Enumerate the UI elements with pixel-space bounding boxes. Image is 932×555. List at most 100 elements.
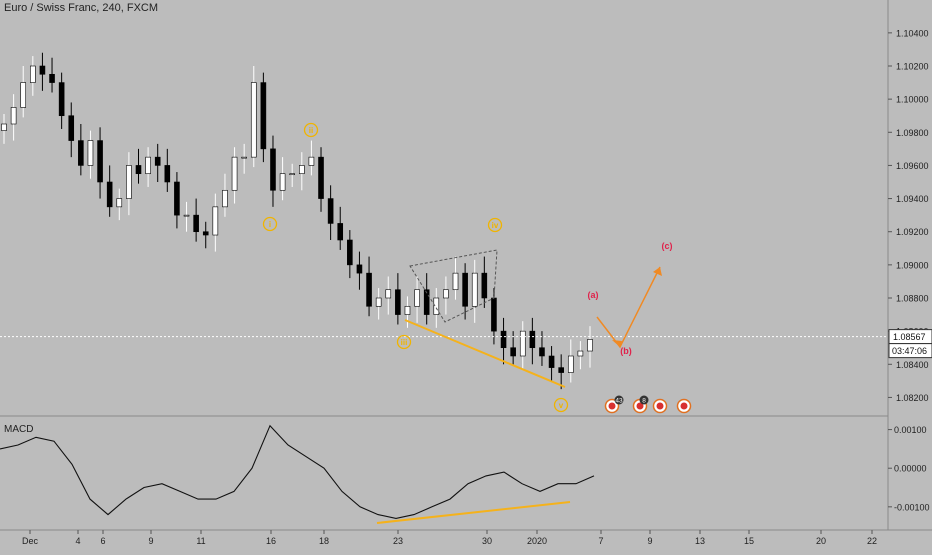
candle-body xyxy=(481,272,488,299)
candle-body xyxy=(539,347,545,357)
price-divergence-line xyxy=(404,319,566,388)
chart-title: Euro / Swiss Franc, 240, FXCM xyxy=(4,2,159,14)
candle-body xyxy=(289,173,295,176)
candle-body xyxy=(433,297,440,315)
time-tick-label: 22 xyxy=(867,536,877,546)
candle-body xyxy=(356,264,363,274)
time-tick-label: 23 xyxy=(393,536,403,546)
projection-arrow-c xyxy=(653,267,662,276)
candle-body xyxy=(58,82,65,117)
wave-label: v xyxy=(559,401,564,410)
candle-body xyxy=(231,156,238,191)
event-flag-inner-icon xyxy=(680,402,688,410)
projection-arrow-b xyxy=(612,340,622,347)
price-tick-label: 1.09600 xyxy=(896,161,929,171)
candle-body xyxy=(366,272,372,307)
price-tick-label: 1.10200 xyxy=(896,62,929,72)
candle-body xyxy=(135,165,142,175)
abc-wave-label: (c) xyxy=(662,241,673,251)
macd-line xyxy=(0,424,595,519)
time-tick-label: 6 xyxy=(100,536,105,546)
macd-divergence-line xyxy=(376,501,571,524)
candle-body xyxy=(154,156,161,166)
time-tick-label: 15 xyxy=(744,536,754,546)
time-tick-label: 2020 xyxy=(527,536,547,546)
candle-body xyxy=(327,198,334,224)
candle-body xyxy=(519,330,526,357)
candle-body xyxy=(164,165,171,183)
candle-body xyxy=(587,339,593,352)
macd-tick-label: -0.00100 xyxy=(894,502,930,512)
time-scale: Dec 4 6 9 11 16 18 23 30 2020 7 9 13 15 20 22 xyxy=(22,530,877,546)
candle-body xyxy=(443,289,449,299)
event-count-label: 43 xyxy=(615,398,623,405)
macd-tick-label: 0.00000 xyxy=(894,464,927,474)
event-flag-inner-icon xyxy=(656,402,664,410)
time-tick-label: 13 xyxy=(695,536,705,546)
wave-circle xyxy=(487,217,503,233)
candle-body xyxy=(375,297,382,307)
price-tick-label: 1.09200 xyxy=(896,227,929,237)
candle-body xyxy=(212,206,219,236)
wave-circle xyxy=(396,334,412,350)
candle-body xyxy=(462,272,468,307)
candle-body xyxy=(241,156,247,159)
candle-body xyxy=(279,173,286,191)
macd-layer xyxy=(0,424,595,519)
candle-body xyxy=(318,156,324,199)
candle-body xyxy=(106,181,113,208)
candle-body xyxy=(183,214,190,217)
price-tick-label: 1.10400 xyxy=(896,28,929,38)
event-count-label: 8 xyxy=(642,398,646,405)
time-tick-label: Dec xyxy=(22,536,39,546)
candle-body xyxy=(299,165,305,175)
price-tick-label: 1.09000 xyxy=(896,260,929,270)
time-tick-label: 16 xyxy=(266,536,276,546)
candle-body xyxy=(116,198,123,208)
candle-body xyxy=(193,214,199,233)
time-tick-label: 4 xyxy=(75,536,80,546)
price-tick-label: 1.10000 xyxy=(896,95,929,105)
candle-body xyxy=(452,272,459,291)
candle-body xyxy=(471,272,478,307)
wave-circle xyxy=(262,216,278,232)
time-tick-label: 9 xyxy=(148,536,153,546)
event-count-badge xyxy=(639,395,649,405)
wave-circle xyxy=(303,122,319,138)
countdown-box xyxy=(888,343,932,359)
time-tick-label: 20 xyxy=(816,536,826,546)
candle-body xyxy=(510,347,516,357)
price-tick-label: 1.09800 xyxy=(896,128,929,138)
candle-body xyxy=(308,156,315,166)
candle-body xyxy=(500,330,507,349)
price-tick-label: 1.09400 xyxy=(896,194,929,204)
candle-body xyxy=(385,289,392,299)
time-tick-label: 9 xyxy=(647,536,652,546)
wave-label: iv xyxy=(492,221,499,230)
candle-body xyxy=(1,123,7,131)
candle-body xyxy=(567,355,574,373)
candles-layer xyxy=(1,52,593,390)
abc-wave-label: (a) xyxy=(588,290,599,300)
candle-body xyxy=(491,297,497,332)
candle-body xyxy=(577,350,584,357)
candle-body xyxy=(423,289,430,315)
candle-body xyxy=(558,367,564,373)
candle-body xyxy=(529,330,536,349)
candle-body xyxy=(39,65,46,75)
wave-label: ii xyxy=(309,126,313,135)
candle-body xyxy=(202,231,209,236)
candle-body xyxy=(347,239,353,266)
grid-layer xyxy=(0,0,932,531)
candle-body xyxy=(260,82,267,150)
wave-circle xyxy=(553,397,569,413)
macd-tick-label: 0.00100 xyxy=(894,425,927,435)
candle-body xyxy=(174,181,180,216)
current-price-label: 1.08567 xyxy=(893,332,926,342)
candle-body xyxy=(250,82,257,158)
candle-body xyxy=(10,107,17,125)
candle-body xyxy=(49,73,55,83)
triangle-pattern xyxy=(409,249,498,323)
